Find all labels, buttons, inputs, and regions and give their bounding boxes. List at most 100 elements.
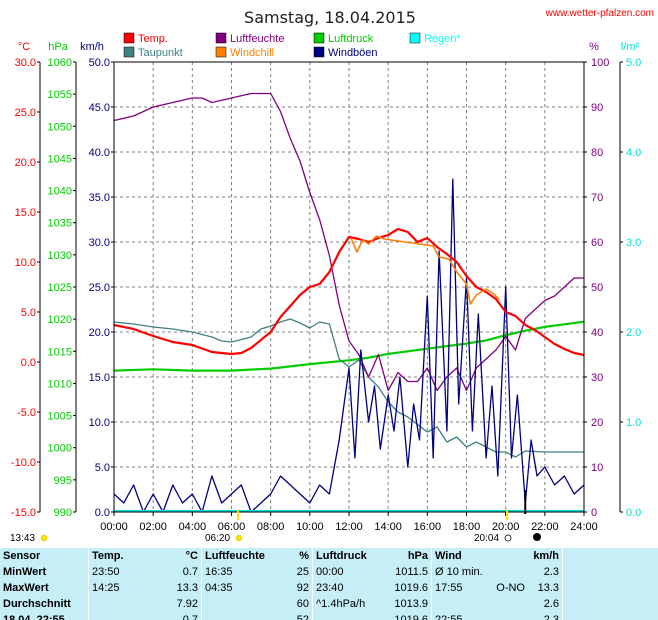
sunrise-marker [236, 510, 239, 520]
x-tick-label: 20:00 [492, 521, 520, 533]
temp-tick-label: 5.0 [21, 307, 36, 319]
series-line-windben [113, 178, 585, 513]
legend-label: Temp. [138, 33, 168, 45]
humidity-tick-label: 0 [591, 507, 597, 519]
pressure-tick-label: 1020 [48, 314, 72, 326]
pressure-tick-label: 1010 [48, 378, 72, 390]
temp-unit-label: °C [18, 41, 30, 53]
humidity-tick-label: 40 [591, 327, 603, 339]
stats-cell: 25 [296, 566, 309, 578]
pressure-tick-label: 1050 [48, 121, 72, 133]
moon-phase-icon [533, 533, 541, 541]
stats-header-pressure: Luftdruck [312, 548, 381, 564]
temp-tick-label: 0.0 [21, 357, 36, 369]
pressure-tick-label: 995 [54, 475, 72, 487]
humidity-tick-label: 90 [591, 102, 603, 114]
pressure-tick-label: 1030 [48, 250, 72, 262]
temp-tick-label: -15.0 [11, 507, 36, 519]
stats-cell: 23:40 [312, 580, 381, 596]
stats-cell: 1019.6 [394, 614, 428, 620]
legend-label: Windböen [328, 47, 378, 59]
legend: Temp. Luftfeuchte Luftdruck Regen* Taupunkt W… [123, 32, 461, 59]
stats-row: Durchschnitt 7.92 60 ^1.4hPa/h 1013.9 2.… [0, 596, 569, 612]
stats-cell: 0.7 [182, 614, 198, 620]
stats-header-sensor: Sensor [3, 550, 41, 562]
stats-header-row: Sensor Temp. °C Luftfeuchte % Luftdruck … [0, 548, 569, 564]
x-tick-label: 12:00 [335, 521, 363, 533]
stats-header-wind-unit: km/h [533, 550, 559, 562]
stats-header-humidity-unit: % [299, 550, 309, 562]
legend-swatch [215, 46, 227, 58]
wind-tick-label: 40.0 [89, 147, 110, 159]
wind-tick-label: 35.0 [89, 192, 110, 204]
temp-tick-label: 15.0 [15, 207, 36, 219]
series-line-taupunkt [113, 318, 584, 458]
x-tick-label: 18:00 [453, 521, 481, 533]
legend-swatch [409, 32, 421, 44]
sunset-marker [506, 510, 509, 520]
humidity-tick-label: 10 [591, 462, 603, 474]
pressure-tick-label: 1025 [48, 282, 72, 294]
series-line-temp [113, 227, 585, 357]
stats-cell: 1019.6 [394, 582, 428, 594]
pressure-tick-label: 990 [54, 507, 72, 519]
moon-icon [504, 534, 512, 542]
wind-tick-label: 45.0 [89, 102, 110, 114]
stats-cell [490, 564, 528, 580]
stats-row: MinWert 23:50 0.7 16:35 25 00:00 1011.5 … [0, 564, 569, 580]
stats-cell [562, 580, 569, 596]
stats-cell: 2.6 [543, 598, 559, 610]
stats-cell: 92 [296, 582, 309, 594]
sun-moon-markers: 13:43 06:20 20:04 [10, 490, 541, 544]
axis-units: °C hPa km/h% l/m² [18, 41, 640, 53]
stats-cell: 14:25 [88, 580, 155, 596]
temp-tick-label: 25.0 [15, 107, 36, 119]
humidity-tick-label: 30 [591, 372, 603, 384]
wind-tick-label: 20.0 [89, 327, 110, 339]
wind-tick-label: 0.0 [95, 507, 110, 519]
x-tick-label: 00:00 [100, 521, 128, 533]
stats-cell: 2.3 [543, 614, 559, 620]
temp-tick-label: 30.0 [15, 57, 36, 69]
pressure-tick-label: 1055 [48, 89, 72, 101]
legend-swatch [313, 32, 325, 44]
stats-cell: 00:00 [312, 564, 381, 580]
stats-cell [88, 612, 155, 620]
x-tick-label: 10:00 [296, 521, 324, 533]
x-axis-ticks: 00:00 02:00 04:00 06:00 08:00 10:00 12:00 14:00… [100, 512, 598, 533]
stats-cell: MinWert [3, 566, 47, 578]
rain-tick-label: 1.0 [626, 417, 641, 429]
rain-tick-label: 0.0 [626, 507, 641, 519]
x-tick-label: 08:00 [257, 521, 285, 533]
x-tick-label: 06:00 [218, 521, 246, 533]
stats-cell: 0.7 [182, 566, 198, 578]
stats-cell: 04:35 [201, 580, 276, 596]
stats-cell: 13.3 [537, 582, 559, 594]
series-line-luftdruck [113, 320, 585, 372]
website-link[interactable]: www.wetter-pfalzen.com [545, 8, 654, 19]
x-tick-label: 16:00 [414, 521, 442, 533]
humidity-tick-label: 70 [591, 192, 603, 204]
series-line-windchill [350, 235, 501, 305]
legend-swatch [313, 46, 325, 58]
x-tick-label: 14:00 [374, 521, 402, 533]
legend-label: Taupunkt [138, 47, 183, 59]
wind-unit-label: km/h [80, 41, 104, 53]
stats-cell [562, 612, 569, 620]
stats-cell [490, 596, 528, 612]
legend-swatch [215, 32, 227, 44]
temp-tick-label: 20.0 [15, 157, 36, 169]
chart-title: Samstag, 18.04.2015 [244, 8, 416, 27]
temp-tick-label: -10.0 [11, 457, 36, 469]
stats-cell: 17:55 [431, 580, 490, 596]
stats-header-wind-dir [490, 548, 528, 564]
stats-cell: 16:35 [201, 564, 276, 580]
stats-cell: 7.92 [176, 598, 198, 610]
sun-icon [40, 534, 48, 542]
pressure-tick-label: 1015 [48, 346, 72, 358]
stats-header-pressure-unit: hPa [407, 550, 428, 562]
stats-header-temp: Temp. [88, 548, 155, 564]
stats-cell: 23:50 [88, 564, 155, 580]
stats-cell [562, 564, 569, 580]
